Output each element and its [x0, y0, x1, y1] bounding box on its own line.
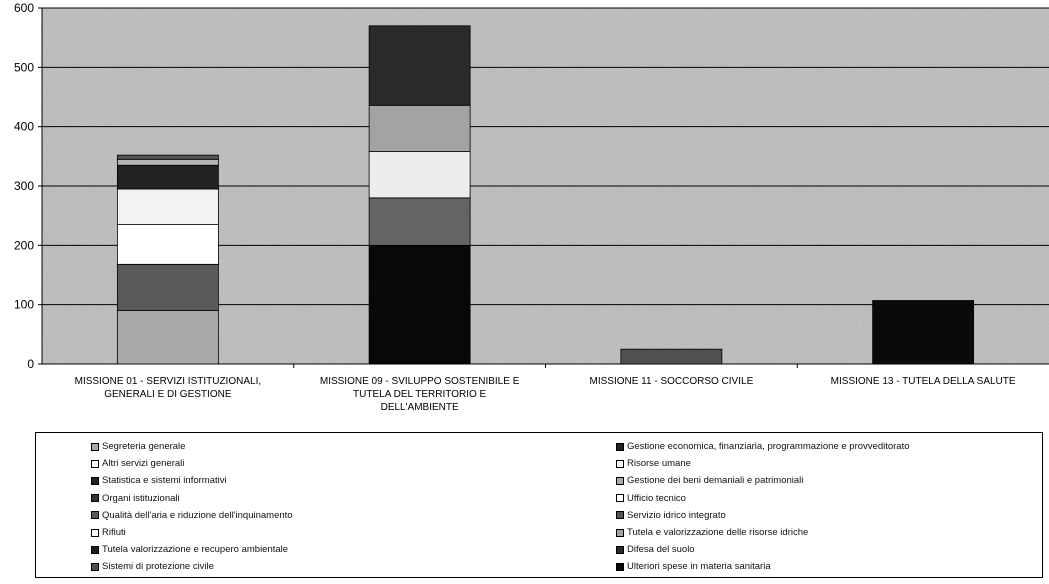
- legend-item: Rifiuti: [91, 524, 293, 541]
- legend-item: Qualità dell'aria e riduzione dell'inqui…: [91, 507, 293, 524]
- legend-label: Tutela e valorizzazione delle risorse id…: [627, 527, 809, 539]
- x-tick-label: MISSIONE 09 - SVILUPPO SOSTENIBILE E: [320, 376, 520, 387]
- legend-item: Risorse umane: [616, 455, 910, 472]
- legend-label: Statistica e sistemi informativi: [102, 475, 227, 487]
- legend-swatch: [616, 528, 624, 537]
- legend-label: Risorse umane: [627, 458, 691, 470]
- legend-item: Statistica e sistemi informativi: [91, 472, 293, 489]
- legend-label: Segreteria generale: [102, 441, 186, 453]
- legend-swatch: [91, 545, 99, 554]
- legend-item: Gestione economica, finanziaria, program…: [616, 438, 910, 455]
- legend-right-column: Gestione economica, finanziaria, program…: [616, 438, 910, 576]
- x-tick-label: GENERALI E DI GESTIONE: [104, 389, 232, 400]
- legend-swatch: [616, 459, 624, 468]
- legend-label: Organi istituzionali: [102, 492, 180, 504]
- legend-label: Altri servizi generali: [102, 458, 185, 470]
- y-tick-label: 600: [14, 1, 34, 15]
- x-tick-label: MISSIONE 01 - SERVIZI ISTITUZIONALI,: [75, 376, 262, 387]
- bar-segment: [368, 104, 471, 152]
- bar-segment: [116, 164, 219, 190]
- legend-swatch: [616, 494, 624, 503]
- x-tick-label: MISSIONE 13 - TUTELA DELLA SALUTE: [831, 376, 1016, 387]
- legend-label: Gestione economica, finanziaria, program…: [627, 441, 910, 453]
- legend-label: Ulteriori spese in materia sanitaria: [627, 561, 771, 573]
- legend-item: Difesa del suolo: [616, 541, 910, 558]
- bar-segment: [116, 224, 219, 265]
- legend-swatch: [616, 442, 624, 451]
- legend-item: Sistemi di protezione civile: [91, 558, 293, 575]
- legend-label: Difesa del suolo: [627, 544, 695, 556]
- chart-plot: 0 100 200 300 400 500 600 MISSIONE 01 - SERVIZI…: [14, 1, 1049, 413]
- legend-swatch: [91, 459, 99, 468]
- legend-swatch: [91, 494, 99, 503]
- legend-item: Servizio idrico integrato: [616, 507, 910, 524]
- bar-segment: [116, 158, 219, 166]
- legend-label: Sistemi di protezione civile: [102, 561, 214, 573]
- legend-label: Rifiuti: [102, 527, 126, 539]
- legend-label: Qualità dell'aria e riduzione dell'inqui…: [102, 509, 293, 521]
- legend-item: Gestione dei beni demaniali e patrimonia…: [616, 472, 910, 489]
- y-tick-label: 200: [14, 238, 34, 252]
- bar-segment: [116, 154, 219, 160]
- legend-item: Ulteriori spese in materia sanitaria: [616, 558, 910, 575]
- legend-swatch: [91, 442, 99, 451]
- bar-segment: [116, 310, 219, 365]
- bar-segment: [368, 244, 471, 365]
- bar-segment: [872, 300, 975, 365]
- y-tick-label: 100: [14, 298, 34, 312]
- legend-swatch: [91, 528, 99, 537]
- bar-segment: [368, 151, 471, 199]
- y-tick-label: 300: [14, 179, 34, 193]
- legend-label: Servizio idrico integrato: [627, 509, 726, 521]
- legend-left-column: Segreteria generale Altri servizi general…: [91, 438, 293, 576]
- bar-segment: [368, 197, 471, 246]
- y-tick-label: 500: [14, 60, 34, 74]
- bar-segment: [116, 263, 219, 312]
- x-tick-label: MISSIONE 11 - SOCCORSO CIVILE: [590, 376, 754, 387]
- legend: Segreteria generale Altri servizi general…: [35, 432, 1043, 578]
- y-tick-label: 400: [14, 120, 34, 134]
- legend-item: Altri servizi generali: [91, 455, 293, 472]
- legend-swatch: [616, 545, 624, 554]
- x-tick-label: TUTELA DEL TERRITORIO E: [353, 389, 487, 400]
- legend-item: Segreteria generale: [91, 438, 293, 455]
- legend-label: Gestione dei beni demaniali e patrimonia…: [627, 475, 804, 487]
- legend-swatch: [616, 511, 624, 520]
- x-tick-label: DELL'AMBIENTE: [381, 402, 459, 413]
- legend-swatch: [91, 511, 99, 520]
- y-tick-label: 0: [27, 357, 34, 371]
- legend-item: Tutela e valorizzazione delle risorse id…: [616, 524, 910, 541]
- legend-item: Organi istituzionali: [91, 490, 293, 507]
- legend-swatch: [91, 562, 99, 571]
- legend-item: Tutela valorizzazione e recupero ambient…: [91, 541, 293, 558]
- bar-segment: [368, 25, 471, 106]
- legend-swatch: [616, 476, 624, 485]
- legend-label: Tutela valorizzazione e recupero ambient…: [102, 544, 289, 556]
- legend-label: Ufficio tecnico: [627, 492, 686, 504]
- legend-swatch: [91, 476, 99, 485]
- legend-swatch: [616, 562, 624, 571]
- legend-item: Ufficio tecnico: [616, 490, 910, 507]
- bar-segment: [620, 348, 723, 365]
- bar-segment: [116, 188, 219, 225]
